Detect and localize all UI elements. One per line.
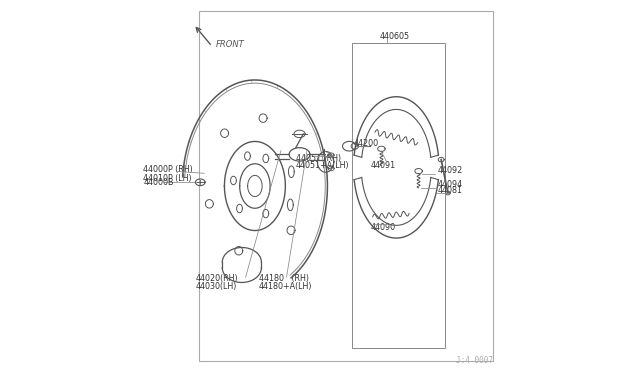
Text: J:4 0007: J:4 0007 bbox=[456, 356, 493, 365]
Text: 44091: 44091 bbox=[370, 161, 396, 170]
Text: 44180+A(LH): 44180+A(LH) bbox=[259, 282, 312, 291]
Text: 44000P (RH): 44000P (RH) bbox=[143, 165, 193, 174]
Text: FRONT: FRONT bbox=[216, 40, 244, 49]
Text: 44030(LH): 44030(LH) bbox=[195, 282, 237, 291]
Bar bbox=[351, 43, 445, 348]
Text: 44020(RH): 44020(RH) bbox=[195, 275, 238, 283]
Text: 44200: 44200 bbox=[353, 139, 379, 148]
Text: 44010P (LH): 44010P (LH) bbox=[143, 174, 192, 183]
Text: 44094: 44094 bbox=[437, 180, 462, 189]
Bar bbox=[199, 11, 493, 361]
Text: 44051 (RH): 44051 (RH) bbox=[296, 154, 341, 163]
Text: 44000B: 44000B bbox=[143, 178, 174, 187]
Text: 44051+A(LH): 44051+A(LH) bbox=[296, 161, 349, 170]
Text: 44180   (RH): 44180 (RH) bbox=[259, 275, 308, 283]
Text: 44092: 44092 bbox=[437, 166, 463, 175]
Text: 440605: 440605 bbox=[380, 32, 410, 41]
Text: 44081: 44081 bbox=[437, 186, 462, 195]
Text: 44090: 44090 bbox=[370, 223, 396, 232]
